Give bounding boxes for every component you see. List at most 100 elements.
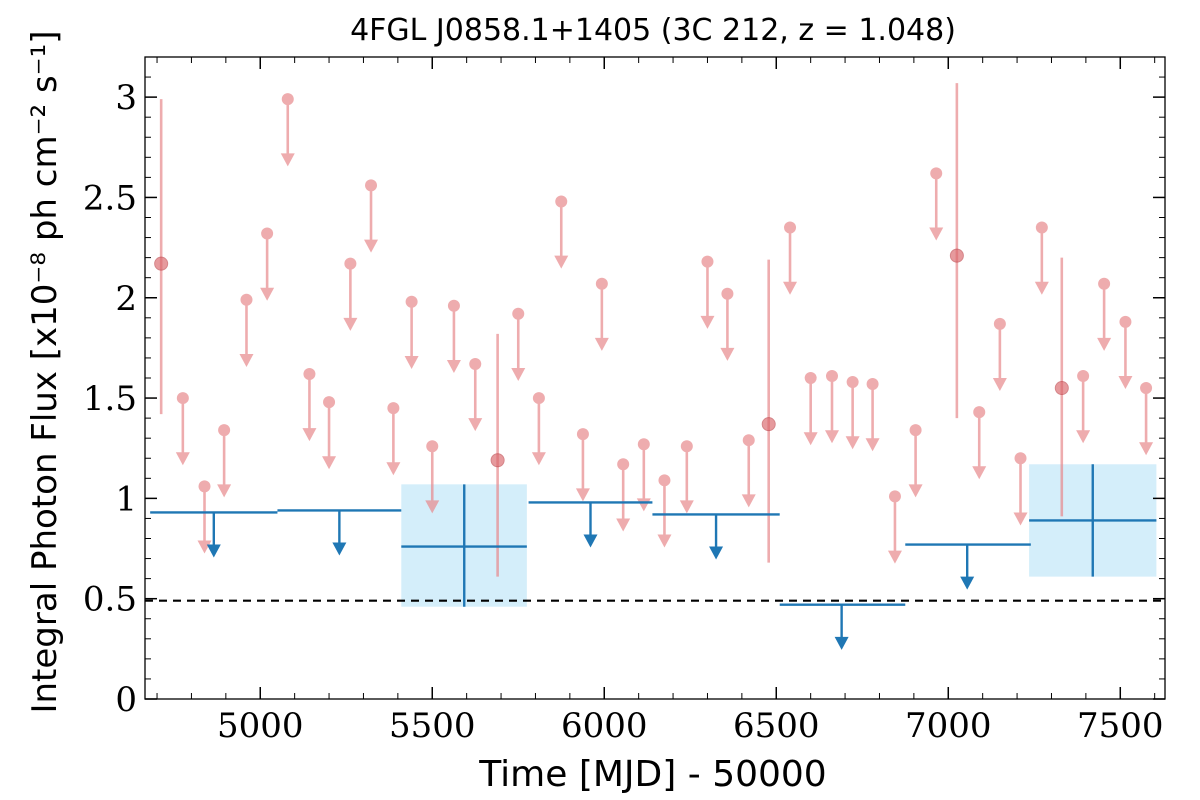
- upper-limit-marker: [1119, 315, 1132, 328]
- upper-limit-marker: [784, 221, 797, 234]
- fine-upper-limit: [1034, 221, 1049, 295]
- fine-upper-limit: [887, 490, 902, 564]
- coarse-upper-limit-arrowhead: [960, 576, 975, 590]
- upper-limit-arrowhead: [887, 550, 902, 564]
- axis-ticks: 5000 5500 6000 6500 7000 7500 0 0.5 1 1.5 2 2.5 3: [83, 57, 1165, 746]
- fine-upper-limit: [446, 299, 461, 373]
- y-tick-label: 1: [115, 479, 137, 519]
- detection-marker: [761, 417, 776, 432]
- upper-limit-arrowhead: [720, 347, 735, 361]
- upper-limit-marker: [426, 440, 439, 453]
- upper-limit-marker: [658, 474, 671, 487]
- upper-limit-marker: [617, 458, 630, 471]
- coarse-upper-limit-arrowhead: [583, 534, 598, 548]
- coarse-upper-limit: [277, 509, 402, 556]
- fine-upper-limit: [468, 357, 483, 432]
- fine-upper-limit: [636, 438, 651, 512]
- upper-limit-arrowhead: [803, 432, 818, 446]
- x-tick-label: 5500: [389, 706, 476, 746]
- fine-upper-limit: [679, 440, 694, 514]
- coarse-upper-limit-arrowhead: [834, 636, 849, 650]
- upper-limit-marker: [176, 392, 189, 405]
- fine-upper-limit: [404, 295, 419, 369]
- fine-upper-limit: [594, 277, 609, 351]
- fine-upper-limit: [217, 424, 232, 498]
- upper-limit-arrowhead: [594, 337, 609, 351]
- upper-limit-arrowhead: [679, 500, 694, 514]
- fine-upper-limit: [908, 424, 923, 498]
- upper-limit-arrowhead: [700, 315, 715, 329]
- upper-limit-arrowhead: [302, 428, 317, 442]
- upper-limit-arrowhead: [636, 498, 651, 512]
- upper-limit-arrowhead: [865, 438, 880, 452]
- upper-limit-arrowhead: [197, 540, 212, 554]
- upper-limit-marker: [804, 372, 817, 384]
- upper-limit-marker: [365, 179, 378, 192]
- upper-limit-marker: [387, 402, 400, 415]
- upper-limit-arrowhead: [1076, 430, 1091, 444]
- upper-limit-marker: [281, 93, 294, 106]
- upper-limit-arrowhead: [175, 452, 190, 466]
- coarse-upper-limit: [528, 501, 653, 548]
- x-tick-label: 5000: [217, 706, 304, 746]
- x-tick-label: 6500: [733, 706, 820, 746]
- fine-upper-limit: [364, 179, 379, 253]
- y-tick-label: 2: [115, 279, 137, 319]
- coarse-detection-bands: [401, 464, 1157, 607]
- coarse-upper-limit: [150, 511, 278, 558]
- fine-upper-limit: [741, 434, 756, 508]
- fine-detection-point: [490, 333, 505, 577]
- fine-upper-limit: [783, 221, 798, 295]
- upper-limit-marker: [1098, 277, 1111, 290]
- upper-limit-arrowhead: [364, 239, 379, 253]
- upper-limit-marker: [1014, 452, 1027, 465]
- upper-limit-arrowhead: [260, 287, 275, 301]
- upper-limit-arrowhead: [1118, 376, 1133, 390]
- fine-upper-limit: [343, 257, 358, 331]
- upper-limit-marker: [701, 255, 714, 268]
- fine-upper-limit: [1076, 369, 1091, 444]
- upper-limit-marker: [909, 424, 922, 437]
- upper-limit-marker: [218, 424, 231, 437]
- x-tick-label: 7500: [1077, 706, 1164, 746]
- fine-upper-limit: [531, 392, 546, 466]
- fine-detection-point: [761, 259, 776, 563]
- upper-limit-marker: [846, 376, 859, 389]
- upper-limit-arrowhead: [425, 500, 440, 514]
- upper-limit-arrowhead: [972, 466, 987, 480]
- upper-limit-marker: [532, 392, 545, 405]
- upper-limit-marker: [680, 440, 693, 453]
- fine-detection-point: [154, 99, 169, 415]
- fine-detection-point: [1054, 257, 1069, 517]
- upper-limit-marker: [261, 227, 274, 240]
- upper-limit-marker: [405, 295, 418, 308]
- upper-limit-marker: [512, 307, 525, 320]
- coarse-upper-limit-arrowhead: [206, 544, 221, 558]
- fine-upper-limit: [616, 458, 631, 532]
- fine-upper-limit: [929, 167, 944, 241]
- coarse-upper-limit-arrowhead: [709, 546, 724, 560]
- coarse-upper-limit: [905, 543, 1031, 590]
- upper-limit-arrowhead: [824, 430, 839, 444]
- upper-limit-arrowhead: [1097, 337, 1112, 351]
- upper-limit-arrowhead: [1034, 281, 1049, 295]
- upper-limit-marker: [447, 299, 460, 312]
- upper-limit-marker: [240, 293, 253, 306]
- upper-limit-marker: [469, 357, 482, 370]
- upper-limit-marker: [721, 287, 734, 300]
- y-axis-label: Integral Photon Flux [x10⁻⁸ ph cm⁻² s⁻¹]: [25, 30, 65, 713]
- fine-upper-limit: [1118, 315, 1133, 390]
- fine-upper-limit: [260, 227, 275, 301]
- upper-limit-marker: [198, 480, 211, 493]
- y-tick-label: 0.5: [83, 580, 137, 620]
- coarse-upper-limit: [652, 513, 780, 560]
- fine-upper-limit: [280, 93, 295, 167]
- upper-limit-arrowhead: [783, 281, 798, 295]
- upper-limit-arrowhead: [386, 462, 401, 476]
- upper-limit-marker: [595, 277, 608, 290]
- upper-limit-arrowhead: [845, 436, 860, 450]
- upper-limit-arrowhead: [531, 452, 546, 466]
- fine-upper-limit: [1097, 277, 1112, 351]
- x-tick-label: 7000: [905, 706, 992, 746]
- fine-upper-limit: [302, 367, 317, 442]
